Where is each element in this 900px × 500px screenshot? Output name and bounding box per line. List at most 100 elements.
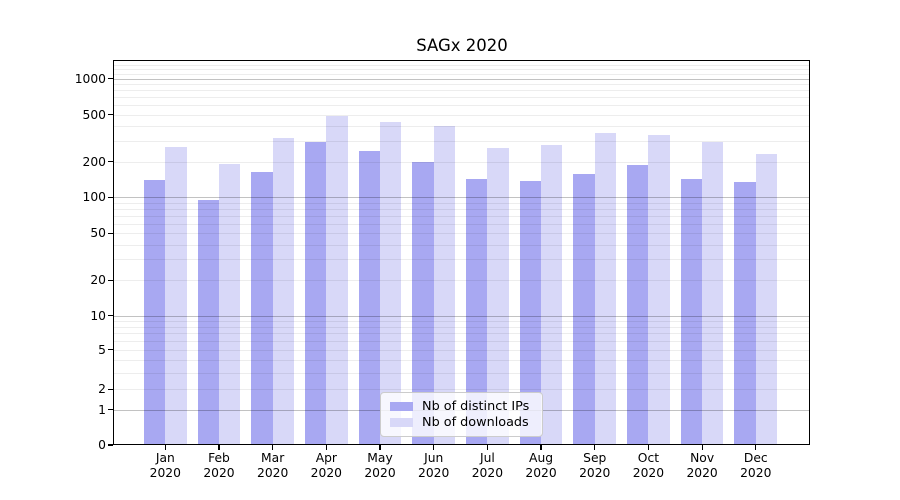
- x-axis-label-dec: Dec 2020: [729, 451, 783, 481]
- bar-downloads-aug: [541, 145, 563, 445]
- y-axis-tick-label-0: 0: [98, 438, 106, 452]
- x-axis-tick-mar: [272, 445, 274, 450]
- bar-distinct-ips-feb: [197, 200, 219, 445]
- gridline-minor-1100: [114, 73, 809, 75]
- y-axis-tick-label-200: 200: [82, 154, 106, 169]
- x-axis-label-mar: Mar 2020: [246, 451, 300, 481]
- bar-downloads-feb: [218, 164, 241, 445]
- y-axis-tick-20: [108, 279, 113, 281]
- gridline-minor-40: [114, 244, 809, 246]
- bar-downloads-apr: [326, 115, 348, 445]
- gridline-minor-9: [114, 320, 809, 322]
- gridline-minor-7: [114, 333, 809, 335]
- y-axis-tick-50: [108, 232, 113, 234]
- bar-downloads-jun: [433, 126, 456, 445]
- bar-downloads-jul: [487, 147, 509, 445]
- bar-downloads-jan: [165, 147, 187, 445]
- bar-distinct-ips-nov: [680, 179, 703, 445]
- y-axis-tick-100: [108, 196, 113, 199]
- y-axis-tick-5: [108, 349, 113, 351]
- x-axis-tick-apr: [325, 445, 327, 450]
- bar-distinct-ips-jul: [465, 179, 488, 445]
- x-axis-tick-sep: [594, 445, 596, 450]
- y-axis-tick-label-500: 500: [82, 107, 106, 122]
- x-axis-label-feb: Feb 2020: [192, 451, 246, 481]
- x-axis-month-text: Aug: [529, 451, 554, 465]
- x-axis-label-may: May 2020: [353, 451, 407, 481]
- x-axis-year-text: 2020: [203, 466, 235, 480]
- legend: Nb of distinct IPs Nb of downloads: [380, 392, 543, 437]
- y-axis-tick-1: [108, 409, 113, 411]
- x-axis-month-text: Sep: [583, 451, 607, 465]
- x-axis-month-text: Jan: [155, 451, 175, 465]
- x-axis-month-text: Dec: [743, 451, 768, 465]
- bar-distinct-ips-jun: [412, 162, 434, 445]
- x-axis-year-text: 2020: [418, 466, 450, 480]
- x-axis-tick-jun: [433, 445, 435, 450]
- x-axis-label-jul: Jul 2020: [460, 451, 514, 481]
- gridline-minor-5: [114, 349, 809, 351]
- y-axis-tick-500: [108, 113, 113, 116]
- y-axis-tick-200: [108, 161, 113, 163]
- x-axis-year-text: 2020: [364, 466, 396, 480]
- x-axis-tick-oct: [647, 445, 649, 450]
- gridline-minor-20: [114, 280, 809, 282]
- x-axis-label-nov: Nov 2020: [675, 451, 729, 481]
- bar-distinct-ips-may: [358, 151, 380, 445]
- legend-swatch-distinct-ips: [390, 401, 413, 411]
- legend-label-distinct-ips: Nb of distinct IPs: [422, 398, 530, 414]
- x-axis-tick-may: [379, 445, 381, 450]
- gridline-minor-70: [114, 215, 809, 217]
- gridline-minor-50: [114, 233, 809, 235]
- legend-label-downloads: Nb of downloads: [422, 415, 529, 431]
- gridline-minor-600: [114, 105, 809, 107]
- bar-downloads-oct: [648, 135, 670, 445]
- y-axis-tick-label-1: 1: [98, 402, 106, 417]
- x-axis-label-sep: Sep 2020: [568, 451, 622, 481]
- x-axis-year-text: 2020: [579, 466, 611, 480]
- bar-downloads-mar: [272, 137, 295, 445]
- y-axis-tick-label-50: 50: [90, 226, 106, 241]
- gridline-minor-1200: [114, 69, 809, 71]
- bar-downloads-sep: [594, 133, 617, 445]
- x-axis-tick-dec: [755, 445, 757, 450]
- x-axis-label-aug: Aug 2020: [514, 451, 568, 481]
- y-axis-tick-label-1000: 1000: [74, 71, 106, 86]
- bar-distinct-ips-mar: [251, 172, 273, 445]
- gridline-minor-6: [114, 340, 809, 342]
- x-axis-year-text: 2020: [740, 466, 772, 480]
- legend-item-distinct-ips: Nb of distinct IPs: [390, 398, 533, 415]
- x-axis-tick-nov: [701, 445, 703, 450]
- x-axis-tick-aug: [540, 445, 542, 450]
- chart-title: SAGx 2020: [416, 36, 508, 55]
- x-axis-tick-jul: [486, 445, 488, 450]
- x-axis-month-text: Nov: [690, 451, 715, 465]
- bar-distinct-ips-sep: [573, 173, 595, 445]
- bar-distinct-ips-jan: [143, 180, 166, 445]
- y-axis-tick-label-5: 5: [98, 342, 106, 357]
- x-axis-year-text: 2020: [257, 466, 289, 480]
- y-axis-tick-0: [108, 444, 113, 446]
- bar-downloads-dec: [755, 154, 778, 445]
- x-axis-label-jun: Jun 2020: [407, 451, 461, 481]
- gridline-minor-900: [114, 84, 809, 86]
- gridline-major-1000: [114, 78, 809, 80]
- y-axis-tick-label-2: 2: [98, 382, 106, 397]
- x-axis-month-text: Jul: [479, 451, 495, 465]
- gridline-minor-800: [114, 90, 809, 92]
- gridline-minor-400: [114, 126, 809, 128]
- x-axis-label-apr: Apr 2020: [299, 451, 353, 481]
- gridline-minor-700: [114, 97, 809, 99]
- x-axis-year-text: 2020: [632, 466, 665, 480]
- gridline-minor-90: [114, 202, 809, 204]
- x-axis-month-text: Jun: [424, 451, 444, 465]
- y-axis-tick-label-100: 100: [82, 190, 106, 205]
- gridline-major-10: [114, 315, 809, 317]
- gridline-major-100: [114, 197, 809, 199]
- y-axis-tick-label-10: 10: [90, 308, 106, 323]
- x-axis-month-text: Apr: [315, 451, 337, 465]
- x-axis-month-text: Feb: [208, 451, 230, 465]
- x-axis-year-text: 2020: [525, 466, 557, 480]
- legend-item-downloads: Nb of downloads: [390, 415, 533, 432]
